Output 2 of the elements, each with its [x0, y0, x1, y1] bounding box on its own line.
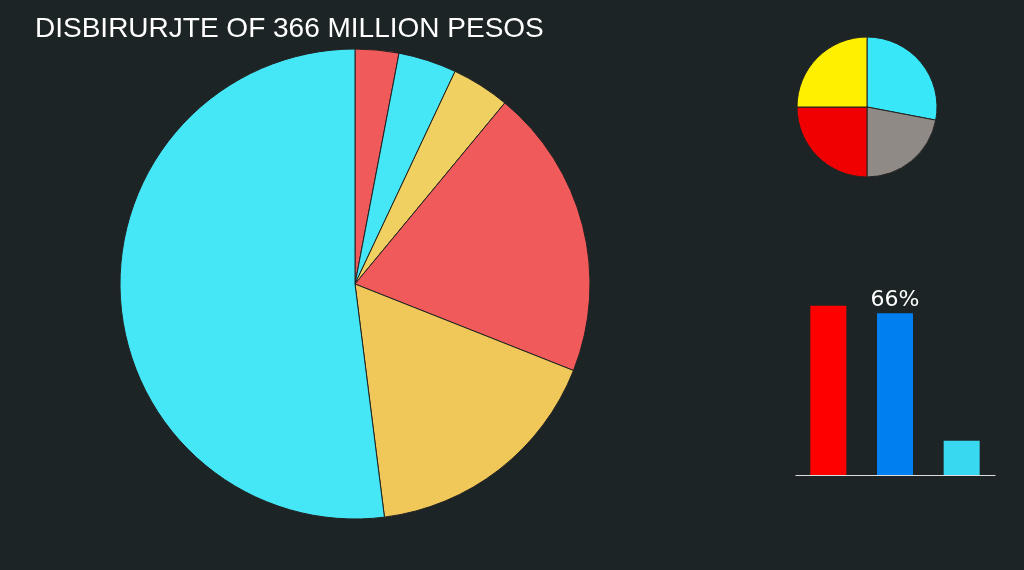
- chart-title: DISBIRURJTE OF 366 MILLION PESOS: [35, 12, 544, 43]
- data-label: 66%: [870, 286, 920, 312]
